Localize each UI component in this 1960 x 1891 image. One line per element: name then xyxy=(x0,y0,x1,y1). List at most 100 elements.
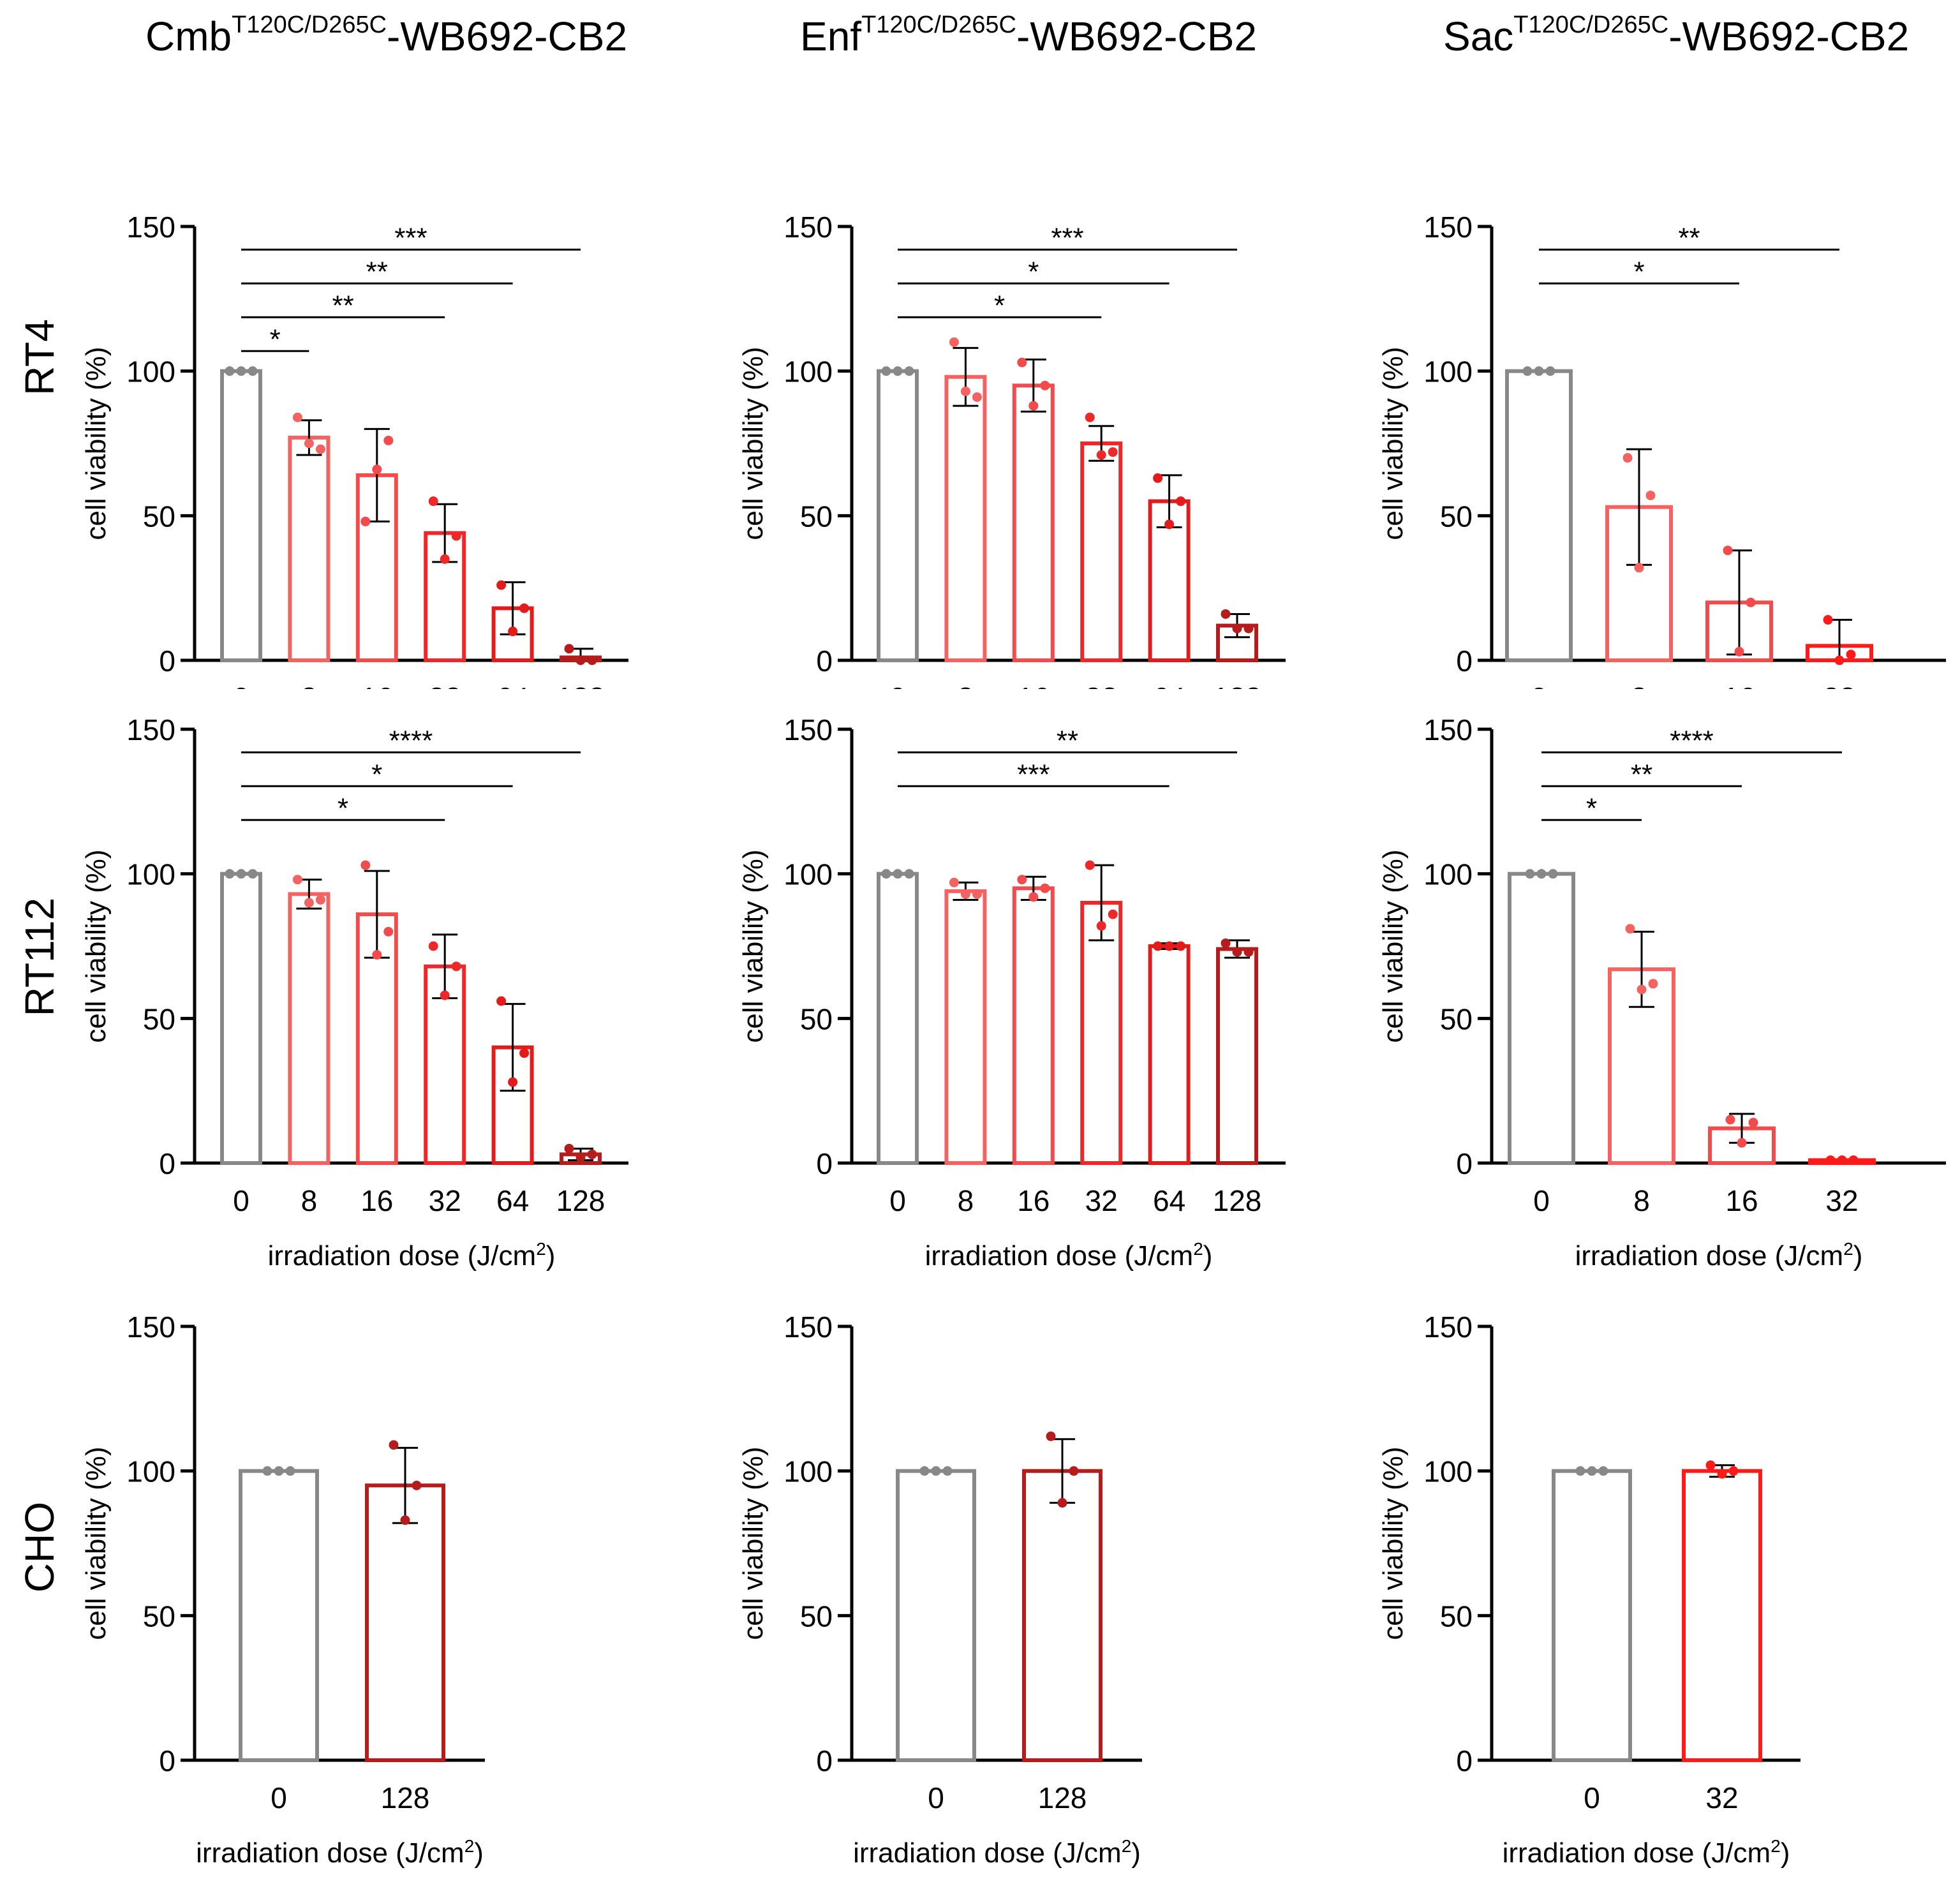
data-point xyxy=(372,464,382,475)
bar-0 xyxy=(877,369,919,662)
significance-label: ** xyxy=(332,290,353,321)
data-point xyxy=(587,1149,597,1159)
bar-0 xyxy=(1552,1469,1632,1762)
data-point xyxy=(564,644,574,654)
y-tick-label: 100 xyxy=(1423,1455,1473,1488)
x-tick-label: 32 xyxy=(429,681,461,689)
x-tick-label: 128 xyxy=(1213,681,1262,689)
bar-32 xyxy=(1080,441,1123,662)
x-axis-label: irradiation dose (J/cm2) xyxy=(1503,1836,1790,1869)
column-title-suffix: -WB692-CB2 xyxy=(1016,13,1257,59)
significance-label: ** xyxy=(1631,759,1652,790)
data-point xyxy=(1575,1466,1585,1476)
column-title-cmb: CmbT120C/D265C-WB692-CB2 xyxy=(145,11,627,60)
y-tick-label: 150 xyxy=(126,713,175,746)
y-tick-label: 150 xyxy=(783,211,833,244)
bar-16 xyxy=(1012,383,1055,662)
chart-rt112-sac: 0 50 100 150 cell viability (%) 0 8 16 32 irradia… xyxy=(1377,713,1946,1272)
y-tick-label: 0 xyxy=(159,1147,175,1180)
data-point xyxy=(236,869,246,879)
significance-label: * xyxy=(270,323,281,355)
data-point xyxy=(1108,909,1118,919)
significance-label: **** xyxy=(1670,725,1714,756)
column-title-sup: T120C/D265C xyxy=(232,11,387,38)
column-title-base: Enf xyxy=(800,13,862,59)
y-tick-label: 0 xyxy=(1456,1744,1473,1777)
x-tick-label: 32 xyxy=(1825,1184,1858,1217)
y-tick-label: 0 xyxy=(816,1147,833,1180)
data-point xyxy=(372,950,382,960)
y-tick-label: 50 xyxy=(143,500,175,533)
x-tick-label: 0 xyxy=(271,1781,287,1814)
significance-label: * xyxy=(1028,256,1039,287)
bar-128 xyxy=(365,1483,445,1762)
x-tick-label: 64 xyxy=(496,1184,529,1217)
data-point xyxy=(440,554,450,564)
x-tick-label: 0 xyxy=(1584,1781,1600,1814)
bar-0 xyxy=(877,871,919,1165)
data-point xyxy=(942,1466,953,1476)
bar-16 xyxy=(1012,886,1055,1165)
x-tick-label: 8 xyxy=(1633,1184,1650,1217)
x-tick-label: 16 xyxy=(1017,1184,1050,1217)
y-tick-label: 0 xyxy=(816,644,833,678)
x-axis-label: irradiation dose (J/cm2) xyxy=(1575,1239,1863,1272)
y-tick-label: 100 xyxy=(126,355,175,389)
data-point xyxy=(1085,860,1095,870)
data-point xyxy=(1057,1498,1067,1508)
x-tick-label: 0 xyxy=(1531,681,1547,689)
data-point xyxy=(1221,609,1231,619)
data-point xyxy=(1536,869,1547,879)
data-point xyxy=(225,869,235,879)
y-tick-label: 150 xyxy=(1423,713,1473,746)
y-tick-label: 50 xyxy=(143,1002,175,1035)
y-axis-label: cell viability (%) xyxy=(1377,346,1409,540)
data-point xyxy=(949,337,959,347)
data-point xyxy=(1028,401,1039,411)
data-point xyxy=(1637,984,1647,995)
data-point xyxy=(496,580,507,590)
data-point xyxy=(304,898,314,908)
data-point xyxy=(931,1466,941,1476)
data-point xyxy=(1748,1118,1758,1128)
y-tick-label: 150 xyxy=(783,1310,833,1344)
data-point xyxy=(1040,883,1050,893)
data-point xyxy=(1737,1138,1747,1148)
x-tick-label: 0 xyxy=(889,1184,906,1217)
y-tick-label: 100 xyxy=(783,858,833,891)
bar-8 xyxy=(288,435,330,663)
data-point xyxy=(412,1480,422,1490)
data-point xyxy=(1846,649,1856,660)
y-tick-label: 150 xyxy=(126,211,175,244)
data-point xyxy=(383,435,394,445)
data-point xyxy=(451,961,461,972)
significance-label: ** xyxy=(1678,222,1700,253)
data-point xyxy=(1548,869,1558,879)
x-tick-label: 0 xyxy=(928,1781,944,1814)
x-tick-label: 0 xyxy=(889,681,906,689)
data-point xyxy=(274,1466,284,1476)
data-point xyxy=(508,1077,518,1087)
x-tick-label: 64 xyxy=(496,681,529,689)
x-tick-label: 32 xyxy=(1823,681,1855,689)
data-point xyxy=(1728,1466,1739,1476)
x-axis-label-suffix: ) xyxy=(474,1837,484,1869)
x-axis-label-suffix: ) xyxy=(1853,1240,1863,1272)
x-axis-label: irradiation dose (J/cm2) xyxy=(196,1836,484,1869)
data-point xyxy=(1725,1115,1735,1125)
chart-cho-cmb: 0 50 100 150 cell viability (%) 0 128 irradiati… xyxy=(80,1310,485,1869)
data-point xyxy=(360,516,371,526)
x-tick-label: 16 xyxy=(360,1184,393,1217)
data-point xyxy=(304,438,314,449)
x-axis-label-suffix: ) xyxy=(1203,1240,1213,1272)
data-point xyxy=(1108,447,1118,457)
data-point xyxy=(292,875,302,885)
y-tick-label: 50 xyxy=(1440,1599,1473,1633)
data-point xyxy=(1522,366,1533,376)
data-point xyxy=(881,869,891,879)
y-tick-label: 0 xyxy=(1456,1147,1473,1180)
data-point xyxy=(575,1152,586,1162)
data-point xyxy=(1848,1155,1859,1165)
